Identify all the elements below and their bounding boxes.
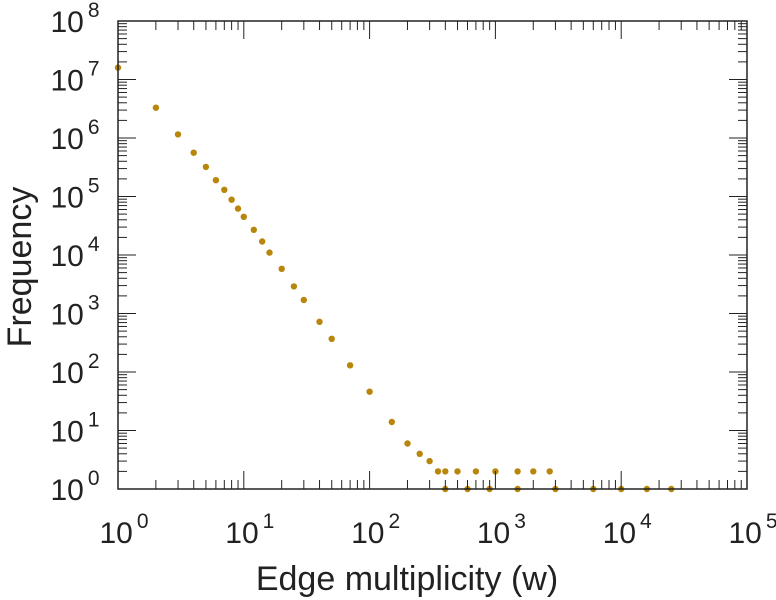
data-point <box>472 468 480 475</box>
plot-frame <box>117 20 748 490</box>
plot-border <box>117 20 748 490</box>
data-point <box>442 468 449 475</box>
data-point <box>546 468 553 475</box>
data-points <box>114 64 675 493</box>
data-point <box>202 163 210 171</box>
data-point <box>240 213 247 220</box>
data-point <box>266 249 273 256</box>
data-point <box>404 440 411 447</box>
data-point <box>328 335 335 342</box>
data-point <box>416 450 423 457</box>
data-point <box>278 265 285 272</box>
data-point <box>250 226 257 233</box>
x-tick-label: 10 2 <box>351 510 400 550</box>
data-point <box>174 131 182 138</box>
x-tick-label: 10 5 <box>728 510 776 550</box>
data-point <box>290 283 298 290</box>
data-point <box>530 468 537 475</box>
x-tick-label: 10 0 <box>99 510 148 550</box>
x-tick-label: 10 3 <box>477 510 526 550</box>
y-tick-label: 10 3 <box>50 292 99 332</box>
data-point <box>221 186 228 193</box>
data-point <box>259 238 266 245</box>
data-point <box>212 177 220 184</box>
data-point <box>366 388 373 395</box>
data-point <box>426 457 433 465</box>
data-point <box>190 149 197 156</box>
y-tick-label: 10 8 <box>50 0 99 39</box>
x-axis-label: Edge multiplicity (w) <box>256 560 558 598</box>
y-tick-label: 10 4 <box>50 233 99 273</box>
y-tick-label: 10 1 <box>50 409 99 449</box>
data-point <box>300 296 307 304</box>
tick-labels: 10 0 10 1 10 2 10 3 10 4 10 5 10 0 10 1 10 2 10 3 10 4 10 5 10 6 1… <box>50 0 776 550</box>
data-point <box>514 468 521 475</box>
data-point <box>434 468 442 475</box>
axis-ticks <box>117 20 748 490</box>
data-point <box>152 104 160 111</box>
data-point <box>454 468 461 475</box>
y-tick-label: 10 0 <box>50 467 99 507</box>
y-tick-label: 10 2 <box>50 350 99 390</box>
x-tick-label: 10 1 <box>225 510 274 550</box>
data-point <box>346 362 354 369</box>
data-point <box>316 318 323 325</box>
y-tick-label: 10 6 <box>50 116 99 156</box>
y-tick-label: 10 7 <box>50 58 99 98</box>
data-point <box>228 196 235 203</box>
y-tick-label: 10 5 <box>50 175 99 215</box>
data-point <box>234 205 242 212</box>
y-axis-label: Frequency <box>1 187 39 348</box>
x-tick-label: 10 4 <box>603 510 652 550</box>
data-point <box>388 418 395 426</box>
